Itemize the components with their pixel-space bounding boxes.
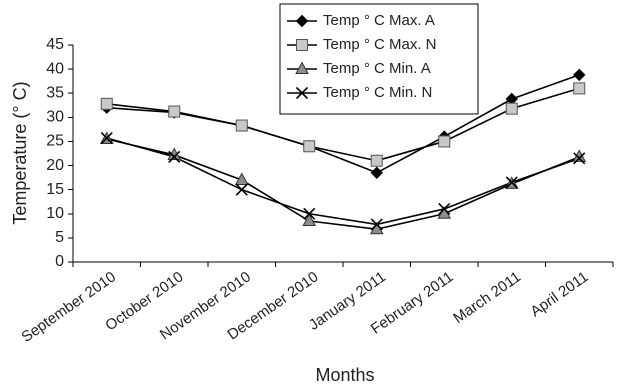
y-tick-label-15: 15 [46,181,64,198]
data-point-temp-c-min-n-6 [438,202,451,216]
data-point-temp-c-min-n-2 [168,150,181,163]
series-layer [106,74,580,231]
data-point-temp-c-min-n-3 [235,183,248,196]
legend-item-temp-c-max-a: Temp ° C Max. A [287,12,435,29]
series-line-temp-c-min-a [106,138,580,231]
data-point-temp-c-min-a-8 [572,149,587,162]
x-axis-title: Months [315,365,374,385]
legend-item-temp-c-max-n: Temp ° C Max. N [287,36,437,53]
y-tick-label-5: 5 [55,229,64,246]
data-point-temp-c-max-n-4 [303,140,316,153]
legend-label-temp-c-max-a: Temp ° C Max. A [323,12,435,29]
legend-label-temp-c-max-n: Temp ° C Max. N [323,36,437,53]
y-tick-label-35: 35 [46,84,64,101]
y-axis-title: Temperature (° C) [10,81,30,224]
data-point-temp-c-max-n-7 [505,102,518,115]
y-tick-label-40: 40 [46,60,64,77]
legend-marker-temp-c-min-a [295,61,309,74]
legend-marker-temp-c-max-a [295,14,309,28]
data-point-temp-c-max-n-6 [438,135,451,148]
data-point-temp-c-min-a-3 [234,172,249,186]
data-point-temp-c-min-n-1 [100,132,113,145]
data-point-temp-c-max-n-8 [573,82,586,95]
data-point-temp-c-max-n-1 [100,97,113,110]
data-point-temp-c-min-n-5 [370,218,383,231]
legend-label-temp-c-min-n: Temp ° C Min. N [323,84,432,101]
data-point-temp-c-max-a-5 [370,166,383,179]
y-tick-label-0: 0 [55,253,64,270]
y-tick-label-20: 20 [46,157,64,174]
y-tick-label-25: 25 [46,133,64,150]
data-point-temp-c-min-n-7 [505,176,518,189]
y-tick-label-45: 45 [46,36,64,53]
legend-item-temp-c-min-n: Temp ° C Min. N [287,84,432,101]
legend-marker-temp-c-max-n [296,39,308,51]
data-point-temp-c-max-n-3 [235,119,248,132]
series-line-temp-c-min-n [106,137,580,226]
data-point-temp-c-min-n-4 [303,207,316,220]
series-line-temp-c-max-n [106,87,580,162]
legend-marker-temp-c-min-n [295,86,309,100]
x-tick-label-april-2011: April 2011 [527,268,591,320]
y-tick-label-30: 30 [46,109,64,126]
legend-item-temp-c-min-a: Temp ° C Min. A [287,60,431,77]
y-tick-label-10: 10 [46,205,64,222]
data-point-temp-c-max-a-8 [573,68,586,82]
data-point-temp-c-min-n-8 [573,152,586,165]
x-tick-label-september-2010: September 2010 [18,268,119,346]
data-point-temp-c-max-n-2 [168,105,181,118]
markers-layer [99,68,587,235]
x-tick-label-march-2011: March 2011 [450,268,524,327]
data-point-temp-c-min-a-4 [302,213,317,227]
legend-label-temp-c-min-a: Temp ° C Min. A [323,60,431,77]
data-point-temp-c-max-n-5 [370,154,383,167]
legend-box [279,3,479,115]
legend: Temp ° C Max. A Temp ° C Max. N Temp ° C M… [279,3,479,115]
